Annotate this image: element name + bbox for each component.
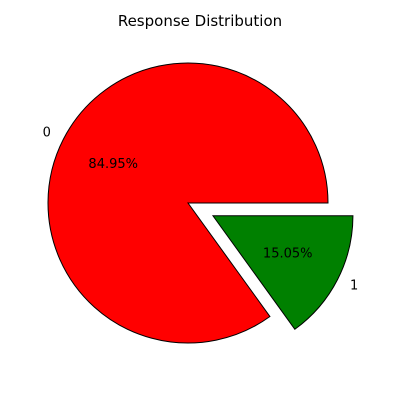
pie-slice-0 [47,62,329,344]
percent-label-1: 15.05% [263,247,313,262]
percent-label-0: 84.95% [88,157,138,172]
chart-title: Response Distribution [118,12,282,30]
pie-labels: 0 84.95% 1 15.05% [43,125,359,293]
slice-label-1: 1 [350,278,358,293]
pie-slice-1 [211,215,354,330]
pie-slices [47,62,354,344]
slice-label-0: 0 [43,125,51,140]
